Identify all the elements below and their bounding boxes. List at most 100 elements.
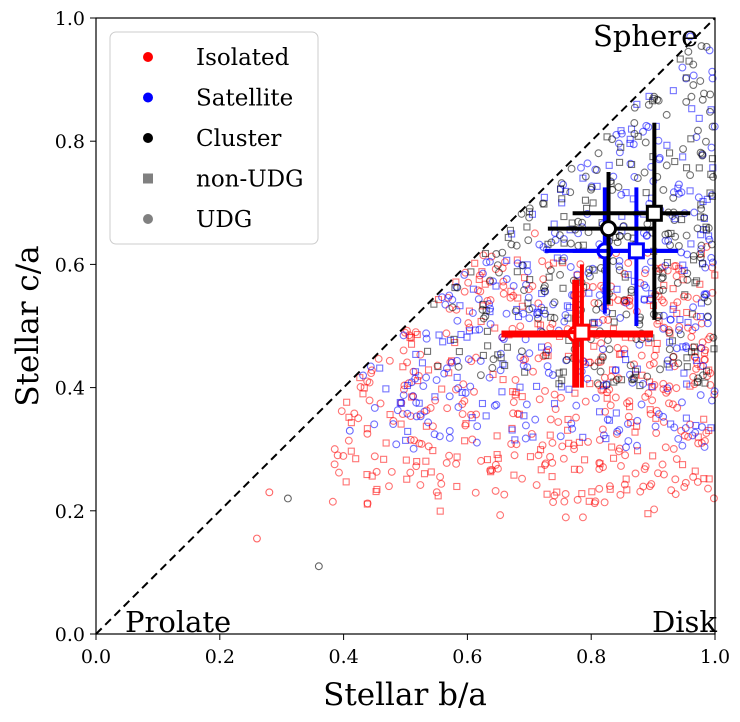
scatter-point: [698, 423, 706, 431]
scatter-point: [252, 534, 261, 543]
scatter-point: [363, 500, 371, 508]
legend-marker-circle: [143, 92, 153, 103]
scatter-point: [529, 433, 537, 441]
legend-box: [109, 31, 319, 245]
scatter-point: [559, 368, 567, 376]
scatter-point: [665, 328, 674, 337]
scatter-point: [413, 330, 421, 339]
scatter-point: [590, 266, 598, 274]
scatter-point: [424, 418, 433, 427]
scatter-point: [603, 415, 612, 424]
scatter-point: [525, 349, 534, 358]
scatter-point: [601, 407, 610, 416]
scatter-point: [697, 245, 706, 254]
scatter-point: [499, 289, 508, 298]
scatter-point: [645, 360, 654, 369]
scatter-point: [637, 400, 646, 409]
sphere-label: Sphere: [593, 19, 698, 53]
scatter-point: [520, 286, 528, 295]
scatter-point: [546, 452, 555, 461]
scatter-point: [639, 127, 647, 136]
scatter-point: [424, 366, 433, 374]
scatter-point: [561, 513, 570, 522]
legend-marker-circle: [143, 214, 153, 224]
scatter-point: [587, 183, 596, 192]
scatter-point: [488, 363, 497, 372]
scatter-point: [590, 362, 599, 371]
scatter-point: [486, 276, 494, 285]
scatter-point: [479, 269, 487, 278]
scatter-point: [697, 204, 706, 213]
scatter-point: [412, 398, 421, 407]
scatter-point: [669, 285, 677, 293]
scatter-point: [399, 331, 408, 340]
scatter-point: [578, 490, 586, 498]
scatter-point: [595, 408, 604, 416]
scatter-point: [594, 149, 603, 158]
scatter-point: [403, 409, 412, 418]
scatter-point: [342, 478, 350, 486]
scatter-point: [593, 379, 602, 388]
legend: Isolated Satellite Cluster non-UDG UDG: [109, 31, 319, 245]
scatter-point: [442, 364, 451, 373]
scatter-point: [630, 103, 639, 112]
scatter-point: [510, 451, 519, 460]
scatter-point: [479, 351, 487, 359]
scatter-point: [687, 135, 695, 143]
scatter-point: [556, 270, 565, 279]
scatter-point: [693, 224, 702, 233]
scatter-point: [543, 490, 551, 498]
scatter-point: [641, 138, 650, 147]
scatter-point: [670, 216, 679, 225]
scatter-point: [344, 436, 353, 445]
scatter-point: [620, 480, 629, 489]
scatter-point: [534, 314, 542, 323]
scatter-point: [417, 440, 426, 448]
scatter-point: [669, 193, 678, 202]
scatter-point: [702, 42, 711, 51]
scatter-point: [692, 356, 701, 364]
scatter-point: [644, 510, 652, 518]
scatter-point: [615, 148, 624, 157]
scatter-point: [696, 391, 705, 400]
scatter-point: [494, 454, 502, 462]
scatter-point: [549, 259, 558, 267]
scatter-point: [549, 498, 558, 507]
scatter-point: [460, 396, 469, 405]
scatter-point: [679, 145, 687, 153]
scatter-point: [535, 395, 544, 404]
scatter-point: [328, 497, 337, 506]
scatter-point: [631, 367, 640, 375]
scatter-point: [453, 373, 461, 381]
scatter-point: [524, 293, 533, 302]
scatter-point: [513, 305, 521, 314]
scatter-point: [660, 323, 669, 332]
scatter-point: [345, 426, 354, 435]
scatter-point: [499, 376, 507, 384]
scatter-point: [695, 164, 703, 172]
scatter-point: [680, 431, 689, 440]
plot-frame: [95, 17, 716, 635]
scatter-point: [660, 281, 668, 289]
scatter-point: [559, 259, 567, 267]
scatter-point: [630, 119, 639, 127]
scatter-point: [412, 412, 421, 421]
scatter-point: [606, 485, 614, 493]
scatter-point: [411, 368, 419, 376]
scatter-point: [406, 468, 415, 477]
scatter-point: [633, 447, 642, 455]
scatter-point: [530, 229, 539, 238]
scatter-point: [486, 296, 495, 305]
scatter-point: [662, 110, 671, 119]
scatter-point: [634, 132, 642, 140]
scatter-point: [609, 454, 618, 462]
scatter-point: [442, 329, 451, 338]
scatter-point: [694, 193, 703, 202]
y-tick-label: 0.0: [55, 624, 85, 646]
scatter-point: [370, 452, 379, 461]
scatter-point: [532, 481, 541, 489]
scatter-point: [686, 32, 695, 41]
scatter-point: [663, 384, 672, 393]
scatter-point: [642, 121, 651, 130]
